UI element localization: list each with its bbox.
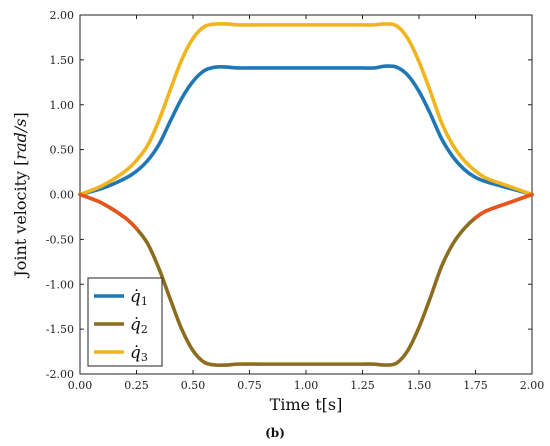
y-tick-label: -0.50: [46, 233, 74, 246]
y-tick-label: -1.00: [46, 278, 74, 291]
x-tick-label: 1.50: [407, 379, 432, 392]
legend-label-3: q̇3: [130, 343, 148, 364]
y-axis-title-prefix: Joint velocity: [11, 166, 30, 279]
legend-label-1: q̇1: [130, 287, 148, 308]
x-tick-label: 0.50: [181, 379, 206, 392]
x-axis-title: Time t[s]: [270, 395, 343, 414]
y-axis-title-unit: rad/s: [11, 119, 30, 160]
x-tick-label: 2.00: [520, 379, 545, 392]
y-tick-label: 1.50: [50, 54, 75, 67]
x-tick-label: 0.75: [237, 379, 262, 392]
overlay-segment-end: [473, 192, 534, 220]
series-line-3: [78, 21, 534, 197]
legend-symbol: q̇: [130, 343, 141, 363]
y-tick-label: -2.00: [46, 368, 74, 381]
y-axis-title: Joint velocity [rad/s]: [11, 112, 30, 278]
y-tick-label: 2.00: [50, 9, 75, 22]
legend-symbol: q̇: [130, 287, 141, 307]
y-axis-title-close-bracket: ]: [11, 112, 30, 118]
legend-subscript: 2: [141, 323, 148, 336]
y-tick-label: 0.00: [50, 189, 75, 202]
x-tick-label: 1.75: [463, 379, 488, 392]
series-layer: [78, 21, 534, 368]
y-axis-title-open-bracket: [: [11, 160, 30, 166]
x-tick-label: 1.00: [294, 379, 319, 392]
series-line-2: [78, 192, 534, 368]
y-tick-label: 0.50: [50, 144, 75, 157]
y-tick-label: -1.50: [46, 323, 74, 336]
x-tick-label: 0.00: [68, 379, 93, 392]
series-line-1: [78, 64, 534, 197]
y-tick-label: 1.00: [50, 99, 75, 112]
legend-symbol: q̇: [130, 315, 141, 335]
axis-ticks: 0.00 0.25 0.50 0.75 1.00 1.25 1.50 1.75 2.00 -2.0…: [46, 9, 544, 392]
panel-label: (b): [265, 426, 285, 440]
overlay-segment-start: [78, 192, 139, 231]
legend-label-2: q̇2: [130, 315, 148, 336]
x-tick-label: 0.25: [124, 379, 149, 392]
legend-subscript: 1: [141, 295, 148, 308]
x-tick-label: 1.25: [350, 379, 375, 392]
legend-subscript: 3: [141, 351, 148, 364]
legend: q̇1q̇2q̇3: [87, 277, 163, 367]
